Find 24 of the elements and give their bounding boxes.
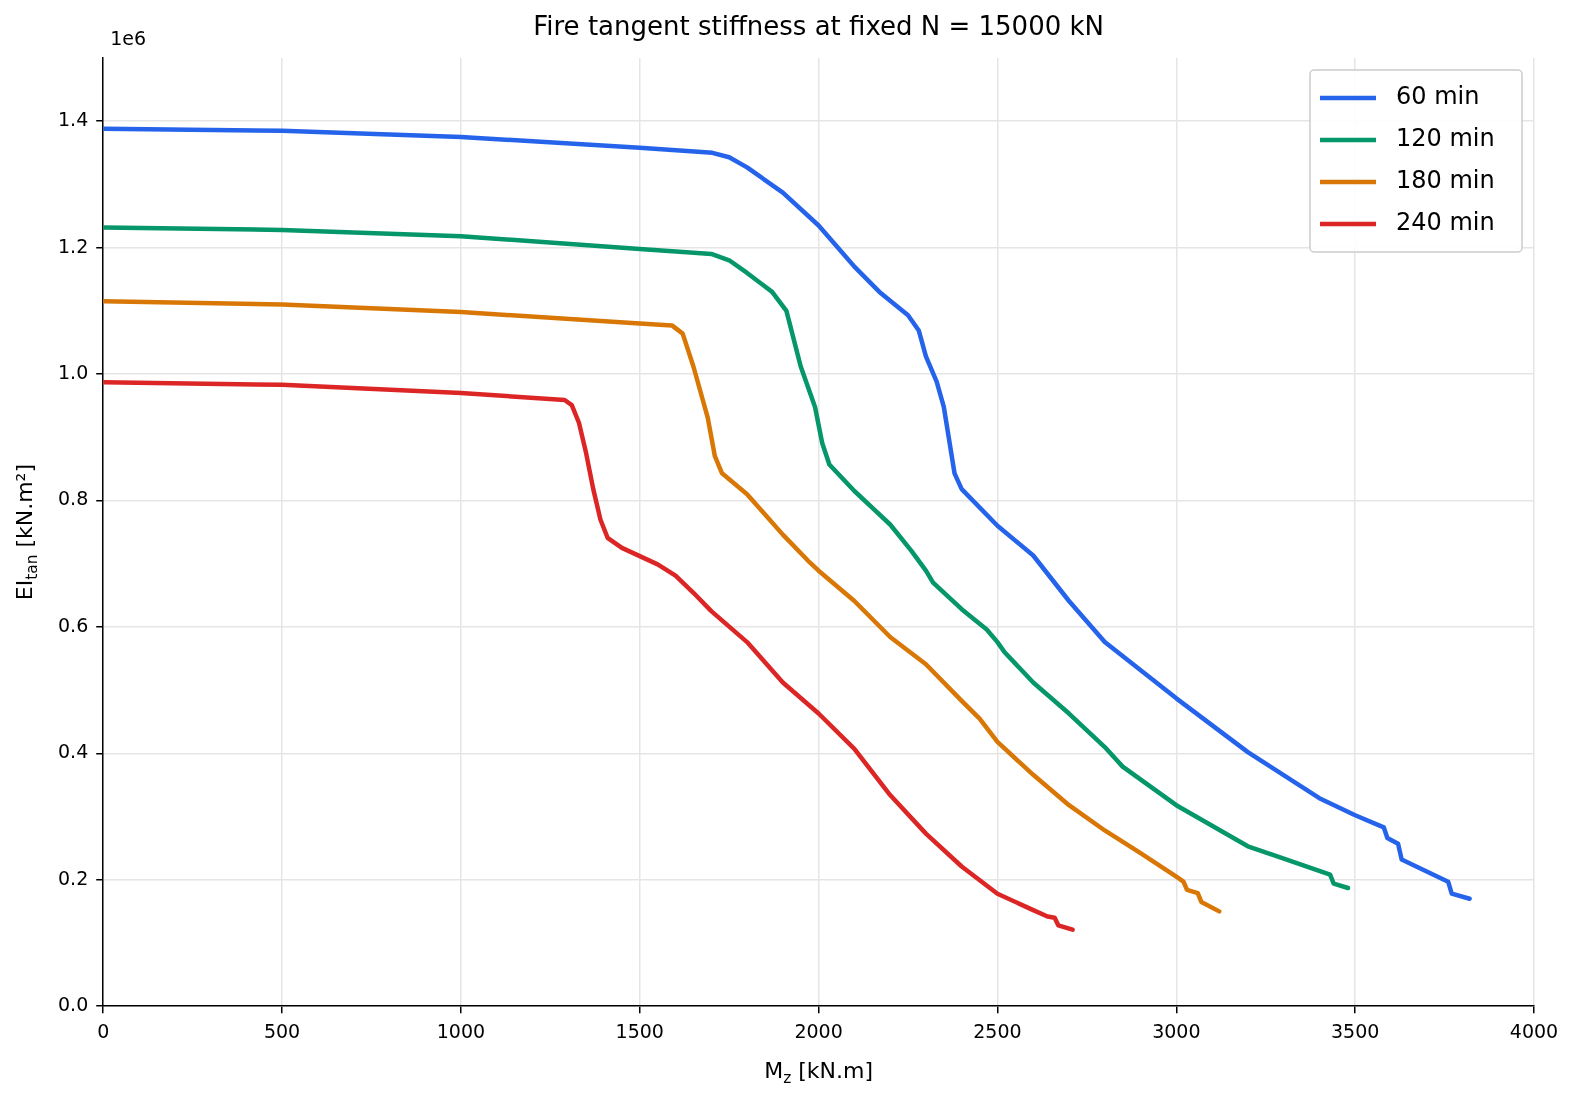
y-tick-label: 1.4 [58, 108, 89, 131]
y-tick-label: 1.0 [58, 361, 89, 383]
y-tick-label: 0.0 [58, 993, 89, 1016]
x-tick-label: 1000 [436, 1019, 486, 1042]
x-tick-label: 2500 [973, 1019, 1022, 1042]
x-tick-label: 500 [263, 1019, 301, 1042]
x-tick-label: 3000 [1152, 1019, 1201, 1042]
legend-label: 180 min [1396, 166, 1495, 195]
legend-label: 120 min [1396, 124, 1495, 153]
chart-title: Fire tangent stiffness at fixed N = 15000 kN [533, 10, 1104, 41]
legend-label: 60 min [1396, 82, 1480, 111]
x-tick-label: 0 [97, 1019, 110, 1042]
y-tick-label: 0.2 [58, 866, 89, 889]
x-tick-label: 1500 [615, 1019, 664, 1042]
y-tick-label: 1.2 [58, 234, 89, 257]
y-tick-label: 0.6 [58, 613, 89, 636]
x-tick-label: 3500 [1330, 1019, 1380, 1042]
legend-label: 240 min [1396, 208, 1495, 237]
y-tick-label: 0.8 [58, 487, 89, 510]
text: 1e6 [110, 26, 147, 49]
y-tick-label: 0.4 [58, 740, 89, 763]
y-axis-title: EItan [kN.m²] [11, 463, 41, 601]
x-tick-label: 2000 [794, 1019, 843, 1042]
x-tick-label: 4000 [1509, 1019, 1559, 1042]
